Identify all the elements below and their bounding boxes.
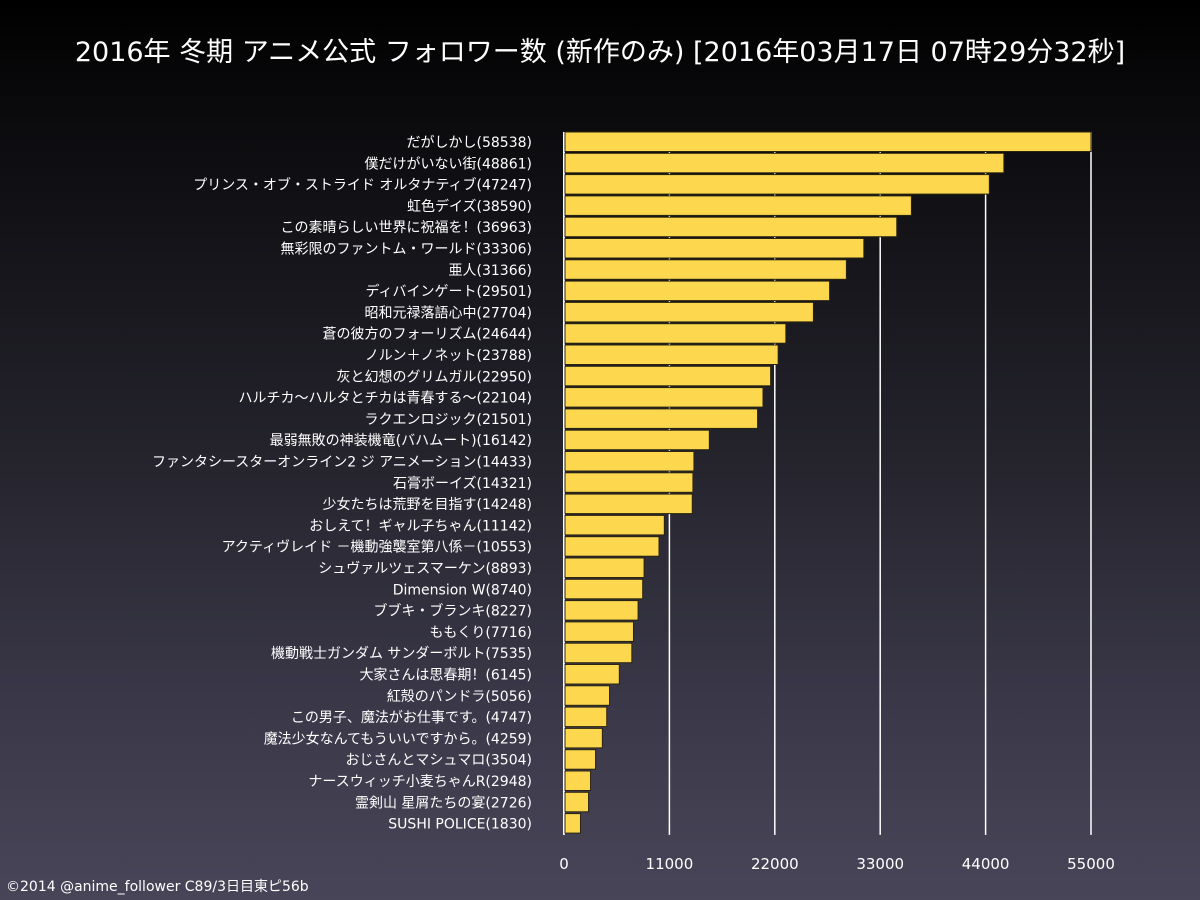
category-label: ももくり(7716) bbox=[429, 625, 532, 641]
bar bbox=[564, 493, 693, 515]
bar bbox=[564, 152, 1005, 174]
bar bbox=[564, 642, 633, 664]
category-label: ブブキ・ブランキ(8227) bbox=[373, 603, 532, 620]
bars bbox=[564, 131, 1092, 834]
x-tick-label: 33000 bbox=[856, 855, 904, 873]
category-label: 石膏ボーイズ(14321) bbox=[393, 475, 532, 492]
bar bbox=[564, 365, 772, 387]
category-label: ラクエンロジック(21501) bbox=[365, 412, 532, 428]
bar bbox=[564, 259, 847, 280]
category-label: おしえて！ギャル子ちゃん(11142) bbox=[309, 518, 532, 534]
category-label: シュヴァルツェスマーケン(8893) bbox=[318, 560, 532, 577]
x-tick-label: 0 bbox=[559, 855, 569, 873]
bar bbox=[564, 536, 660, 557]
bar bbox=[564, 600, 639, 621]
category-label: 魔法少女なんてもういいですから。(4259) bbox=[264, 730, 532, 747]
bar bbox=[564, 770, 592, 791]
category-label: 灰と幻想のグリムガル(22950) bbox=[337, 369, 532, 385]
category-label: この素晴らしい世界に祝福を！(36963) bbox=[281, 220, 532, 236]
bar bbox=[564, 238, 865, 259]
bar bbox=[564, 323, 787, 344]
bar bbox=[564, 685, 611, 706]
category-label: ナースウィッチ小麦ちゃんR(2948) bbox=[308, 774, 532, 790]
category-label: 昭和元禄落語心中(27704) bbox=[365, 305, 532, 321]
category-label: 亜人(31366) bbox=[449, 263, 532, 279]
category-label: 紅殻のパンドラ(5056) bbox=[387, 689, 532, 705]
category-label: ディバインゲート(29501) bbox=[366, 283, 532, 300]
category-labels: だがしかし(58538) 僕だけがいない街(48861) プリンス・オブ・ストライド… bbox=[152, 135, 532, 833]
x-tick-label: 11000 bbox=[646, 855, 694, 873]
category-label: ファンタシースターオンライン2 ジ アニメーション(14433) bbox=[152, 455, 532, 471]
bar bbox=[564, 791, 590, 813]
bar bbox=[564, 387, 764, 408]
bar bbox=[564, 813, 581, 834]
category-label: この男子、魔法がお仕事です。(4747) bbox=[291, 710, 532, 726]
x-tick-labels: 0 11000 22000 33000 44000 55000 bbox=[559, 855, 1115, 873]
bar bbox=[564, 280, 831, 302]
x-tick-label: 22000 bbox=[751, 855, 799, 873]
bar bbox=[564, 706, 608, 728]
category-label: 無彩限のファントム・ワールド(33306) bbox=[281, 242, 532, 258]
bar bbox=[564, 472, 694, 493]
bar bbox=[564, 174, 990, 195]
bar bbox=[564, 344, 779, 365]
category-label: 蒼の彼方のフォーリズム(24644) bbox=[323, 327, 532, 343]
category-label: だがしかし(58538) bbox=[407, 135, 532, 151]
chart-title: 2016年 冬期 アニメ公式 フォロワー数 (新作のみ) [2016年03月17… bbox=[74, 37, 1126, 68]
bar bbox=[564, 131, 1092, 152]
category-label: 虹色デイズ(38590) bbox=[407, 198, 532, 215]
bar bbox=[564, 557, 645, 578]
bar bbox=[564, 621, 634, 642]
x-tick-label: 44000 bbox=[962, 855, 1010, 873]
bar bbox=[564, 195, 912, 216]
bar bbox=[564, 727, 603, 749]
category-label: 大家さんは思春期！(6145) bbox=[359, 667, 532, 684]
category-label: ノルン＋ノネット(23788) bbox=[365, 348, 532, 364]
bar bbox=[564, 301, 814, 323]
bar bbox=[564, 749, 597, 770]
bar bbox=[564, 664, 620, 685]
category-label: 機動戦士ガンダム サンダーボルト(7535) bbox=[271, 646, 532, 662]
bar bbox=[564, 408, 759, 429]
category-label: 最弱無敗の神装機竜(バハムート)(16142) bbox=[270, 432, 532, 449]
category-label: 僕だけがいない街(48861) bbox=[365, 156, 532, 172]
bar bbox=[564, 216, 898, 238]
copyright-footer: ©2014 @anime_follower C89/3日目東ピ56b bbox=[6, 879, 309, 895]
category-label: アクティヴレイド －機動強襲室第八係－(10553) bbox=[222, 539, 532, 556]
category-label: おじさんとマシュマロ(3504) bbox=[345, 753, 532, 769]
category-label: 霊剣山 星屑たちの宴(2726) bbox=[355, 794, 532, 811]
bar bbox=[564, 451, 695, 472]
bar bbox=[564, 578, 644, 600]
category-label: Dimension W(8740) bbox=[393, 582, 532, 598]
bar bbox=[564, 514, 665, 536]
category-label: 少女たちは荒野を目指す(14248) bbox=[323, 496, 532, 513]
category-label: プリンス・オブ・ストライド オルタナティブ(47247) bbox=[193, 177, 532, 194]
x-tick-label: 55000 bbox=[1067, 855, 1115, 873]
bar bbox=[564, 429, 710, 451]
category-label: ハルチカ～ハルタとチカは青春する～(22104) bbox=[239, 391, 532, 407]
category-label: SUSHI POLICE(1830) bbox=[388, 817, 532, 833]
